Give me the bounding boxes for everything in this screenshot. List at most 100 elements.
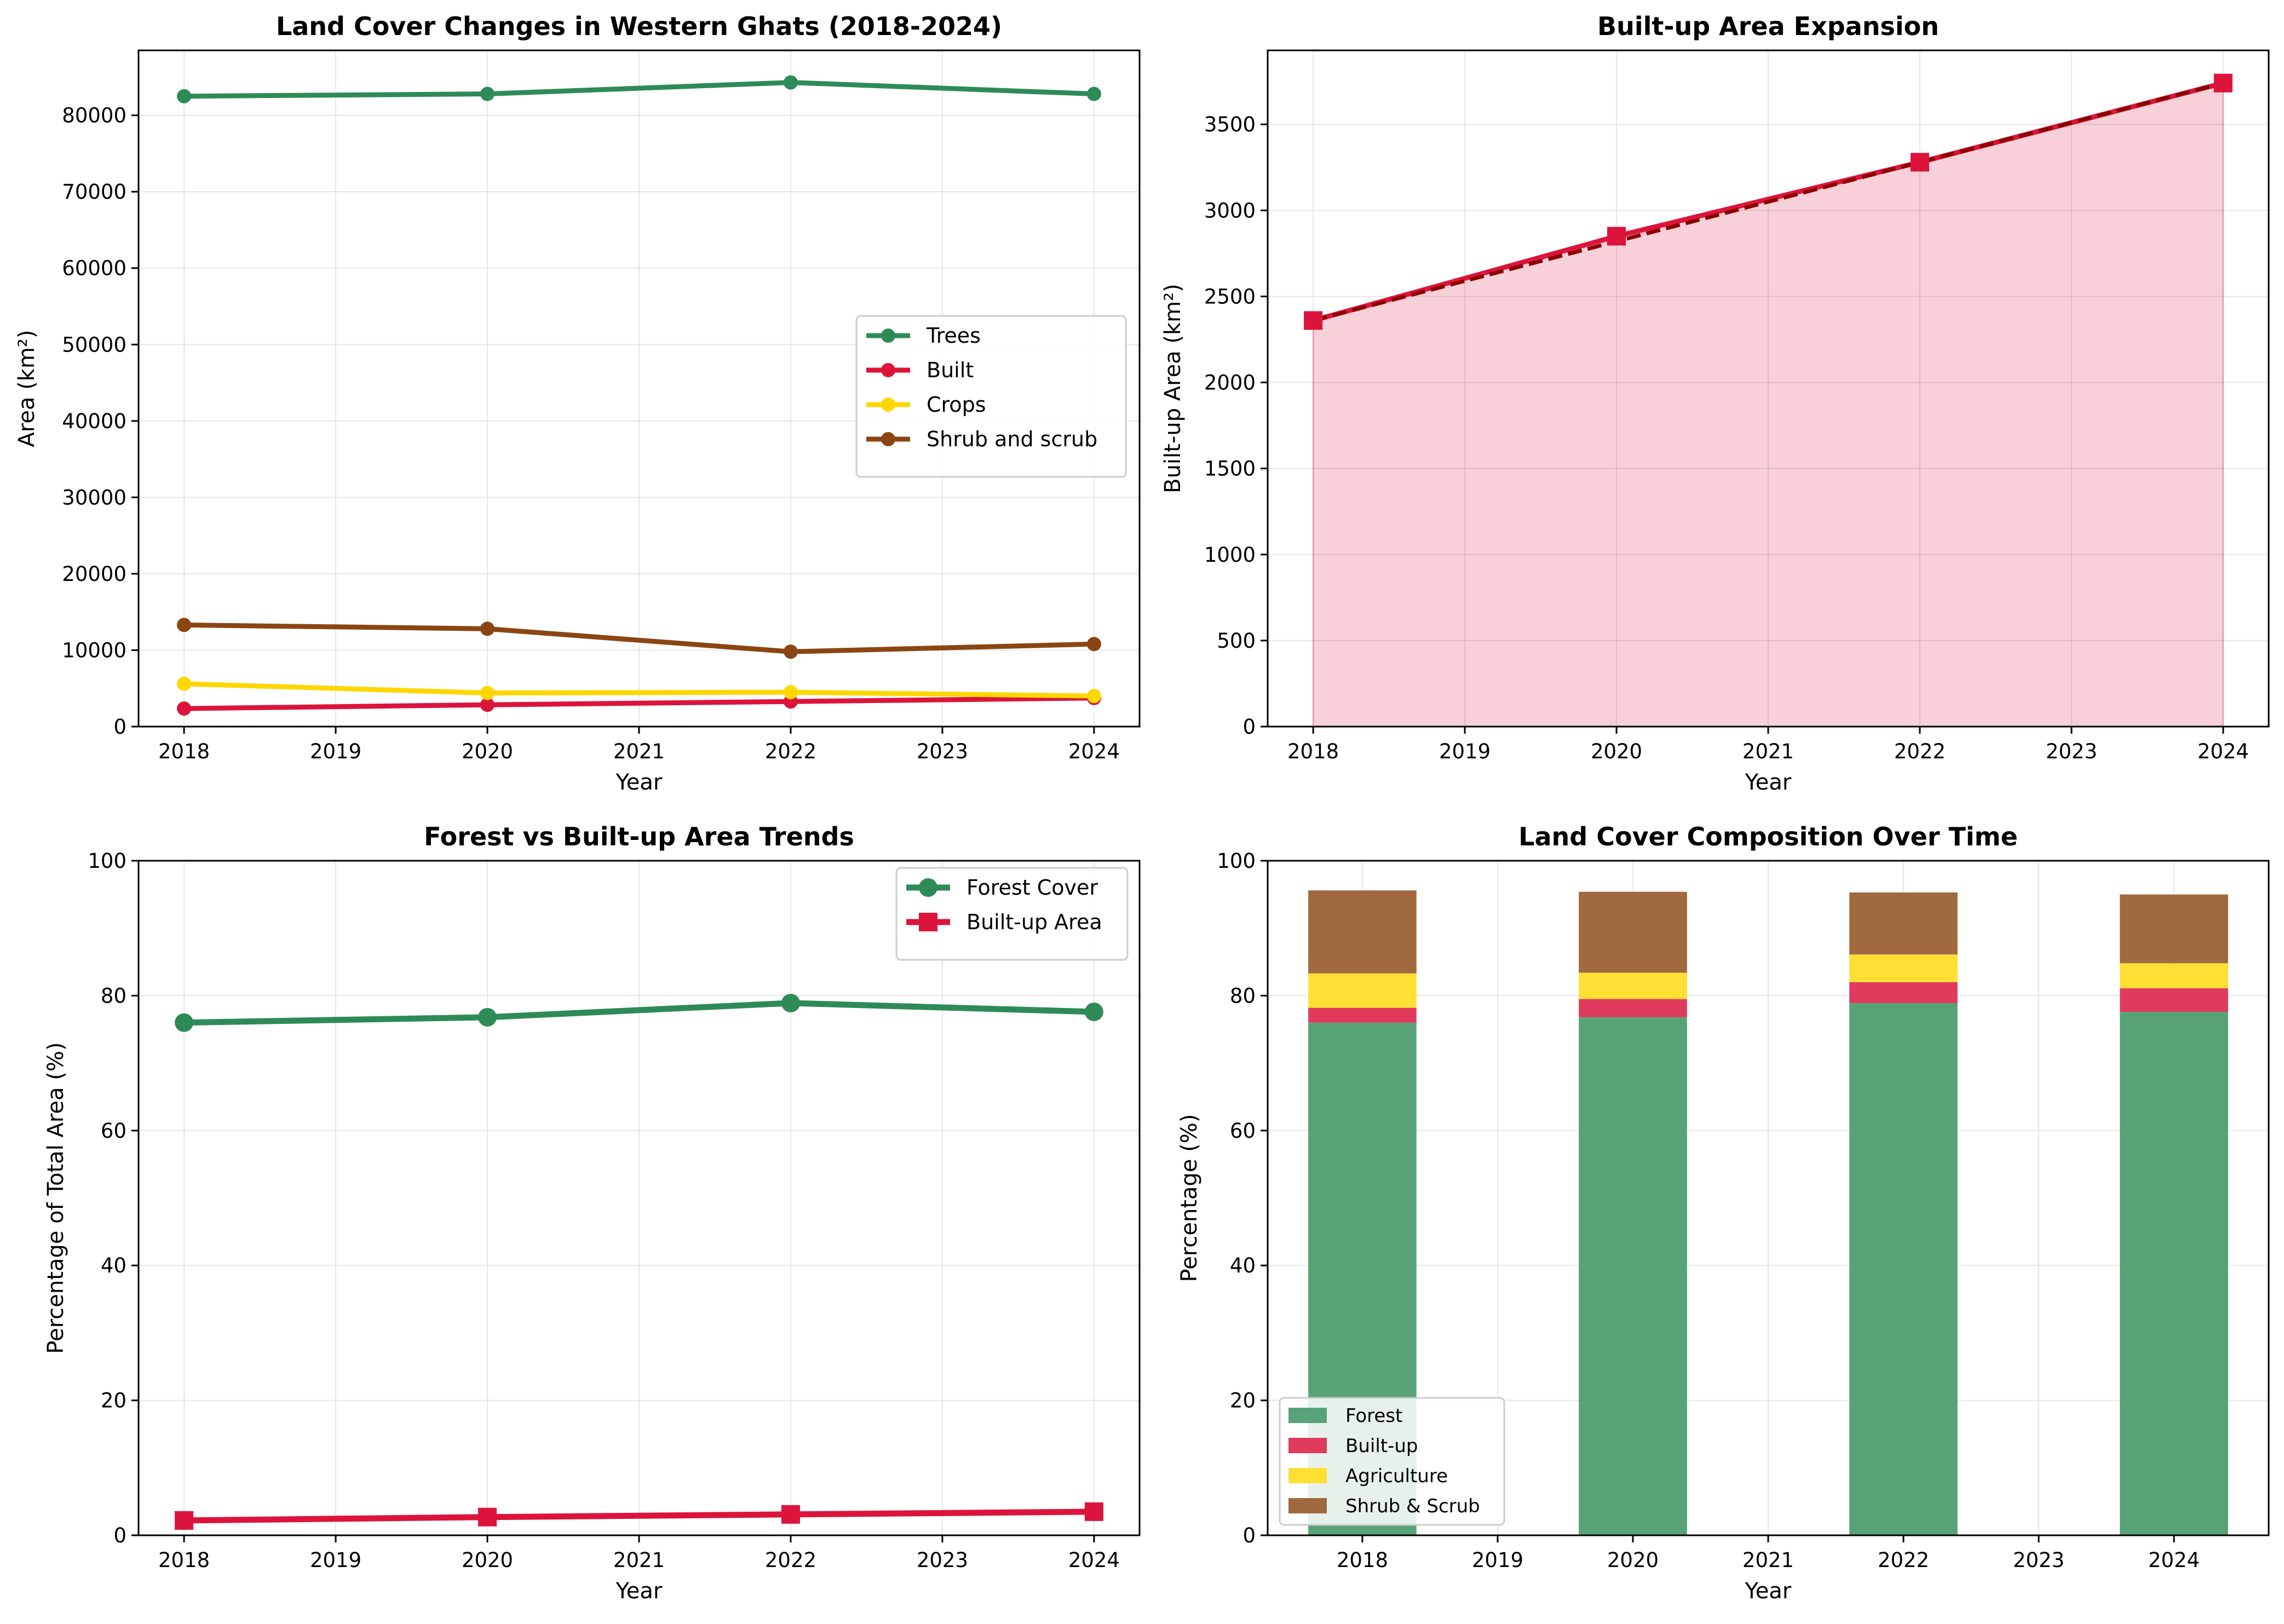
bar-built-up bbox=[2120, 988, 2228, 1012]
bar-shrub-scrub bbox=[2120, 894, 2228, 964]
y-axis-label: Percentage of Total Area (%) bbox=[43, 1042, 68, 1354]
ticks: 2018 2019 2020 2021 2022 2023 2024 0 10000 20000 3… bbox=[62, 104, 1120, 763]
bar-shrub-scrub bbox=[1579, 891, 1687, 973]
bar-agriculture bbox=[1579, 972, 1687, 999]
y-tick-label: 40000 bbox=[62, 410, 126, 433]
x-axis-label: Year bbox=[1745, 1579, 1792, 1604]
data-point bbox=[177, 618, 192, 632]
series-line-built-up-area bbox=[184, 1508, 1094, 1524]
data-point bbox=[1304, 311, 1323, 330]
x-tick-label: 2020 bbox=[1591, 740, 1642, 763]
y-axis-label: Percentage (%) bbox=[1177, 1114, 1202, 1282]
x-tick-label: 2019 bbox=[310, 1548, 361, 1572]
data-point bbox=[480, 87, 495, 101]
bar-forest bbox=[1579, 1017, 1687, 1535]
data-point bbox=[175, 1013, 194, 1032]
x-tick-label: 2023 bbox=[2046, 740, 2097, 763]
data-point bbox=[175, 1511, 194, 1530]
x-tick-label: 2022 bbox=[765, 1548, 816, 1572]
legend-swatch bbox=[1288, 1438, 1327, 1453]
bar-agriculture bbox=[2120, 963, 2228, 988]
y-tick-label: 80 bbox=[1230, 984, 1256, 1007]
data-point bbox=[781, 993, 800, 1012]
ticks: 2018 2019 2020 2021 2022 2023 2024 0 500 1000 1500… bbox=[1204, 113, 2249, 763]
y-tick-label: 3500 bbox=[1204, 113, 1256, 136]
y-tick-label: 0 bbox=[113, 715, 126, 739]
legend-swatch bbox=[1288, 1498, 1327, 1513]
legend-label: Built-up Area bbox=[966, 910, 1102, 934]
legend-marker bbox=[881, 329, 895, 343]
chart-title: Land Cover Changes in Western Ghats (201… bbox=[276, 11, 1002, 41]
series-line-trees bbox=[184, 80, 1095, 99]
ticks: 2018 2019 2020 2021 2022 2023 2024 0 20 40 60 80 100 bbox=[1217, 849, 2200, 1572]
y-tick-label: 20000 bbox=[62, 562, 126, 586]
y-tick-label: 1500 bbox=[1204, 457, 1256, 481]
legend-marker bbox=[881, 398, 895, 412]
legend-marker bbox=[919, 913, 937, 931]
chart-built-up-expansion: 2018 2019 2020 2021 2022 2023 2024 0 500 1000 1500… bbox=[1160, 11, 2270, 795]
y-tick-label: 30000 bbox=[62, 486, 126, 509]
data-point bbox=[783, 644, 798, 659]
bar-forest bbox=[2120, 1011, 2228, 1535]
x-tick-label: 2023 bbox=[917, 740, 968, 763]
plot-area bbox=[175, 993, 1103, 1530]
y-axis-label: Area (km²) bbox=[14, 330, 39, 447]
x-tick-label: 2021 bbox=[1742, 1548, 1794, 1572]
plot-area bbox=[177, 75, 1101, 716]
bar-forest bbox=[1849, 1003, 1958, 1535]
data-point bbox=[177, 89, 192, 103]
data-point bbox=[478, 1007, 497, 1027]
data-point bbox=[480, 621, 495, 636]
ticks: 2018 2019 2020 2021 2022 2023 2024 0 20 40 60 80 100 bbox=[88, 849, 1120, 1572]
x-tick-label: 2023 bbox=[2013, 1548, 2064, 1572]
legend-frame bbox=[1279, 1397, 1505, 1526]
x-tick-label: 2022 bbox=[1878, 1548, 1929, 1572]
x-tick-label: 2019 bbox=[1472, 1548, 1523, 1572]
chart-forest-vs-built-up: 2018 2019 2020 2021 2022 2023 2024 0 20 40 60 80 100… bbox=[43, 822, 1141, 1604]
bar-shrub-scrub bbox=[1849, 892, 1958, 955]
series-line-shrub-and-scrub bbox=[184, 622, 1095, 654]
legend-label: Built-up bbox=[1345, 1435, 1418, 1457]
legend-label: Shrub and scrub bbox=[927, 427, 1097, 451]
x-tick-label: 2020 bbox=[1607, 1548, 1659, 1572]
y-tick-label: 2000 bbox=[1204, 371, 1256, 395]
y-tick-label: 0 bbox=[1242, 715, 1256, 739]
legend-marker bbox=[881, 432, 895, 446]
bar-built-up bbox=[1849, 982, 1958, 1003]
x-tick-label: 2023 bbox=[917, 1548, 968, 1572]
data-point bbox=[1910, 153, 1929, 172]
chart-title: Land Cover Composition Over Time bbox=[1518, 822, 2018, 851]
x-axis-label: Year bbox=[615, 770, 663, 795]
series-line-built bbox=[184, 695, 1094, 711]
bar-built-up bbox=[1579, 999, 1687, 1017]
x-tick-label: 2020 bbox=[462, 1548, 513, 1572]
data-point bbox=[1086, 637, 1101, 652]
y-tick-label: 60 bbox=[101, 1119, 126, 1143]
legend-marker bbox=[881, 363, 895, 377]
y-tick-label: 500 bbox=[1217, 629, 1256, 653]
data-point bbox=[1086, 87, 1101, 101]
data-point bbox=[783, 75, 798, 90]
data-point bbox=[177, 676, 192, 691]
legend-swatch bbox=[1288, 1408, 1327, 1423]
y-tick-label: 100 bbox=[88, 849, 126, 873]
chart-title: Built-up Area Expansion bbox=[1597, 11, 1939, 41]
legend-marker bbox=[919, 878, 937, 897]
x-tick-label: 2024 bbox=[2197, 740, 2249, 763]
y-tick-label: 3000 bbox=[1204, 199, 1256, 222]
x-tick-label: 2020 bbox=[462, 740, 513, 763]
y-tick-label: 40 bbox=[1230, 1254, 1256, 1277]
y-tick-label: 10000 bbox=[62, 638, 126, 662]
x-tick-label: 2024 bbox=[1068, 1548, 1120, 1572]
y-tick-label: 2500 bbox=[1204, 285, 1256, 308]
x-tick-label: 2019 bbox=[310, 740, 361, 763]
data-point bbox=[1607, 227, 1626, 246]
y-tick-label: 20 bbox=[1230, 1389, 1256, 1413]
data-point bbox=[1084, 1002, 1103, 1021]
x-axis-label: Year bbox=[615, 1579, 663, 1604]
x-tick-label: 2021 bbox=[613, 740, 665, 763]
y-tick-label: 80 bbox=[101, 984, 126, 1007]
plot-area bbox=[1304, 73, 2233, 728]
y-tick-label: 0 bbox=[1242, 1524, 1256, 1547]
